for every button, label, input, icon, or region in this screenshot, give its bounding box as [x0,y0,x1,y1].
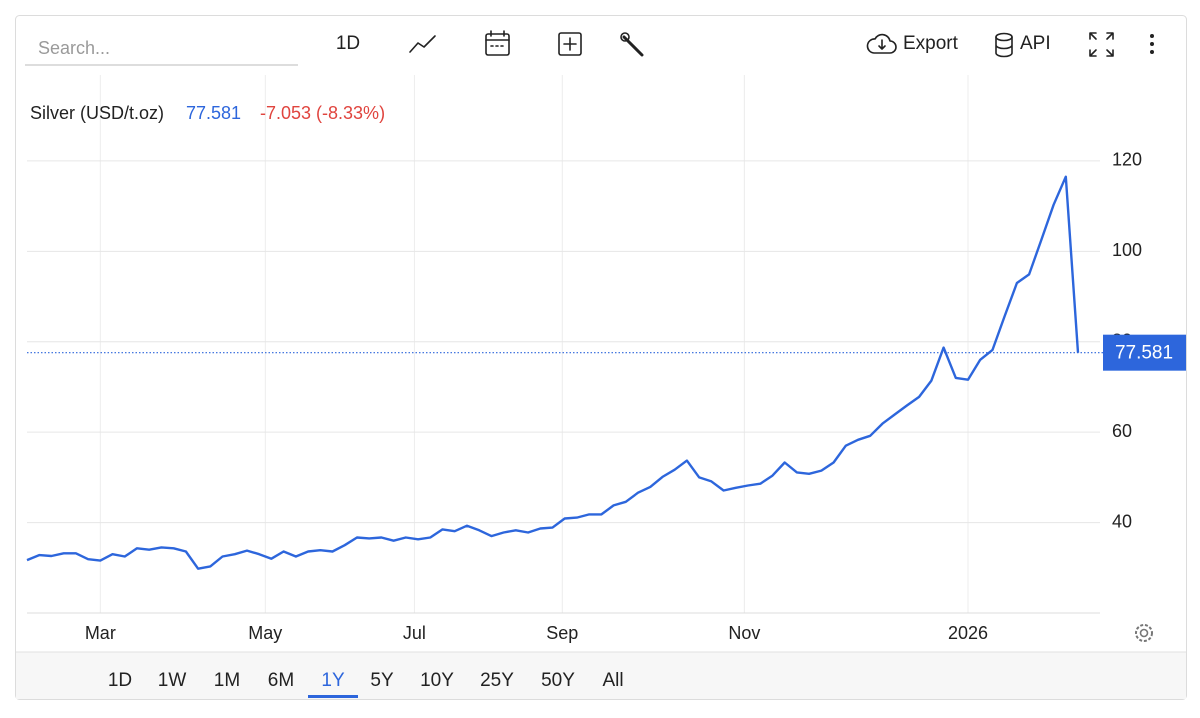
legend-change: -7.053 (-8.33%) [260,103,385,123]
export-button[interactable]: Export [903,33,959,54]
interval-button[interactable]: 1D [336,33,360,54]
calendar-icon[interactable] [485,30,510,56]
x-tick-label: May [248,623,282,643]
range-button[interactable]: 5Y [370,670,394,691]
plot-area: MarMayJulSepNov202640608010012077.581Sil… [26,75,1186,643]
x-tick-label: Sep [546,623,578,643]
compare-icon[interactable] [558,32,582,56]
chart-type-icon[interactable] [409,35,436,53]
range-button[interactable]: 1W [158,670,187,691]
range-button[interactable]: 50Y [541,670,575,691]
x-tick-label: Mar [85,623,116,643]
fullscreen-icon[interactable] [1089,32,1114,57]
range-button[interactable]: All [602,670,623,691]
x-tick-label: 2026 [948,623,988,643]
last-price-label: 77.581 [1115,343,1173,364]
y-tick-label: 40 [1112,511,1132,531]
plot-settings-icon[interactable] [1135,624,1153,642]
price-line [26,175,1080,570]
search-input[interactable]: Search... [38,38,110,58]
y-tick-label: 120 [1112,150,1142,170]
x-tick-label: Nov [728,623,760,643]
x-tick-label: Jul [403,623,426,643]
range-bar [16,652,1186,699]
range-button[interactable]: 6M [268,670,294,691]
menu-icon[interactable] [1150,34,1154,54]
settings-tool-icon[interactable] [620,32,644,57]
widget-frame [15,15,1187,700]
export-icon[interactable] [866,33,897,54]
range-button[interactable]: 1Y [321,670,345,691]
range-buttons: 1D 1W 1M 6M 1Y 5Y 10Y 25Y 50Y All [108,670,624,698]
last-price-tag [1103,334,1186,371]
y-tick-label: 100 [1112,240,1142,260]
legend-value: 77.581 [186,103,241,123]
legend-name: Silver (USD/t.oz) [30,103,164,123]
y-tick-label: 60 [1112,421,1132,441]
range-button[interactable]: 10Y [420,670,454,691]
toolbar: Search... 1D Export API [25,30,1154,66]
api-icon[interactable] [995,32,1013,58]
active-range-underline [308,695,358,698]
api-button[interactable]: API [1020,33,1051,54]
range-button[interactable]: 25Y [480,670,514,691]
range-button[interactable]: 1M [214,670,240,691]
range-button[interactable]: 1D [108,670,132,691]
